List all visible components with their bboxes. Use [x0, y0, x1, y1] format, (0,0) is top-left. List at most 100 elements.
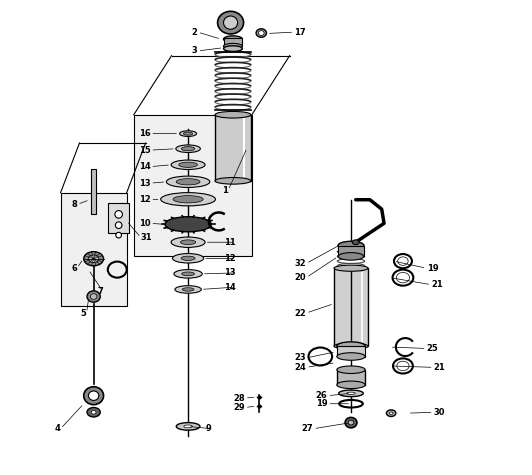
Text: 30: 30 — [434, 408, 445, 417]
Text: 1: 1 — [222, 186, 228, 195]
Ellipse shape — [167, 176, 210, 188]
Text: 19: 19 — [316, 399, 327, 408]
Text: 21: 21 — [431, 280, 443, 289]
Text: 9: 9 — [206, 424, 212, 433]
Text: 29: 29 — [233, 403, 245, 412]
Text: 25: 25 — [427, 344, 438, 353]
Text: 8: 8 — [71, 200, 77, 209]
Polygon shape — [61, 193, 127, 306]
Text: 4: 4 — [55, 424, 61, 433]
Bar — [338, 246, 364, 256]
Ellipse shape — [180, 240, 196, 245]
Ellipse shape — [347, 392, 355, 395]
Text: 26: 26 — [315, 391, 327, 400]
Ellipse shape — [215, 178, 251, 184]
Ellipse shape — [184, 425, 193, 428]
Text: 23: 23 — [295, 353, 306, 362]
Ellipse shape — [179, 162, 197, 167]
Ellipse shape — [182, 288, 194, 291]
Ellipse shape — [87, 291, 100, 302]
Text: 21: 21 — [434, 363, 445, 372]
Text: 27: 27 — [302, 424, 313, 433]
Bar — [108, 203, 129, 233]
Ellipse shape — [215, 112, 251, 118]
Text: 2: 2 — [192, 28, 197, 37]
Ellipse shape — [173, 196, 203, 203]
Text: 10: 10 — [139, 219, 151, 228]
Ellipse shape — [115, 222, 122, 228]
Ellipse shape — [334, 265, 368, 271]
Ellipse shape — [161, 193, 215, 206]
Ellipse shape — [398, 257, 408, 266]
Text: 31: 31 — [141, 233, 153, 242]
Ellipse shape — [352, 240, 359, 245]
Ellipse shape — [84, 387, 104, 405]
Bar — [223, 38, 243, 46]
Ellipse shape — [88, 391, 99, 400]
Ellipse shape — [386, 410, 396, 417]
Ellipse shape — [338, 241, 364, 250]
Text: 12: 12 — [223, 254, 235, 263]
Ellipse shape — [92, 410, 96, 414]
Text: 5: 5 — [81, 309, 87, 318]
Ellipse shape — [184, 132, 193, 135]
Bar — [215, 115, 251, 181]
Ellipse shape — [218, 11, 244, 34]
Ellipse shape — [345, 418, 357, 428]
Text: 14: 14 — [138, 162, 151, 171]
Ellipse shape — [176, 179, 200, 185]
Text: 15: 15 — [138, 146, 151, 155]
Text: 7: 7 — [97, 287, 103, 296]
Text: 14: 14 — [223, 283, 235, 292]
Ellipse shape — [338, 253, 364, 260]
Ellipse shape — [259, 31, 264, 36]
Ellipse shape — [223, 46, 243, 51]
Ellipse shape — [115, 210, 122, 218]
Text: 28: 28 — [233, 394, 245, 402]
Ellipse shape — [182, 272, 195, 276]
Text: 20: 20 — [295, 273, 306, 282]
Polygon shape — [134, 115, 252, 256]
Ellipse shape — [223, 43, 243, 49]
Ellipse shape — [396, 273, 410, 283]
Text: 13: 13 — [139, 179, 151, 188]
Ellipse shape — [223, 16, 238, 29]
Ellipse shape — [90, 294, 97, 299]
Ellipse shape — [175, 285, 201, 293]
Ellipse shape — [223, 36, 243, 42]
Text: 16: 16 — [138, 129, 151, 138]
Text: 11: 11 — [223, 238, 235, 247]
Text: 19: 19 — [427, 264, 438, 273]
Bar — [337, 346, 365, 357]
Bar — [91, 169, 96, 214]
Ellipse shape — [172, 254, 204, 263]
Ellipse shape — [337, 342, 365, 351]
Ellipse shape — [88, 255, 99, 263]
Ellipse shape — [165, 217, 211, 232]
Ellipse shape — [337, 353, 365, 360]
Ellipse shape — [174, 270, 202, 278]
Ellipse shape — [348, 420, 354, 425]
Text: 3: 3 — [192, 47, 197, 56]
Ellipse shape — [87, 408, 100, 417]
Text: 24: 24 — [294, 363, 306, 372]
Ellipse shape — [337, 381, 365, 389]
Ellipse shape — [171, 237, 205, 247]
Text: 6: 6 — [71, 264, 77, 273]
Text: 12: 12 — [138, 195, 151, 204]
Ellipse shape — [176, 423, 200, 430]
Ellipse shape — [84, 252, 104, 266]
Ellipse shape — [176, 145, 201, 152]
Ellipse shape — [397, 361, 409, 370]
Ellipse shape — [180, 131, 197, 136]
Text: 22: 22 — [294, 309, 306, 318]
Ellipse shape — [334, 343, 368, 349]
Ellipse shape — [337, 366, 365, 373]
Ellipse shape — [339, 390, 363, 397]
Ellipse shape — [256, 29, 267, 37]
Ellipse shape — [181, 147, 195, 151]
Text: 17: 17 — [294, 28, 306, 37]
Text: 32: 32 — [295, 259, 306, 268]
Bar — [334, 268, 368, 346]
Ellipse shape — [389, 412, 393, 414]
